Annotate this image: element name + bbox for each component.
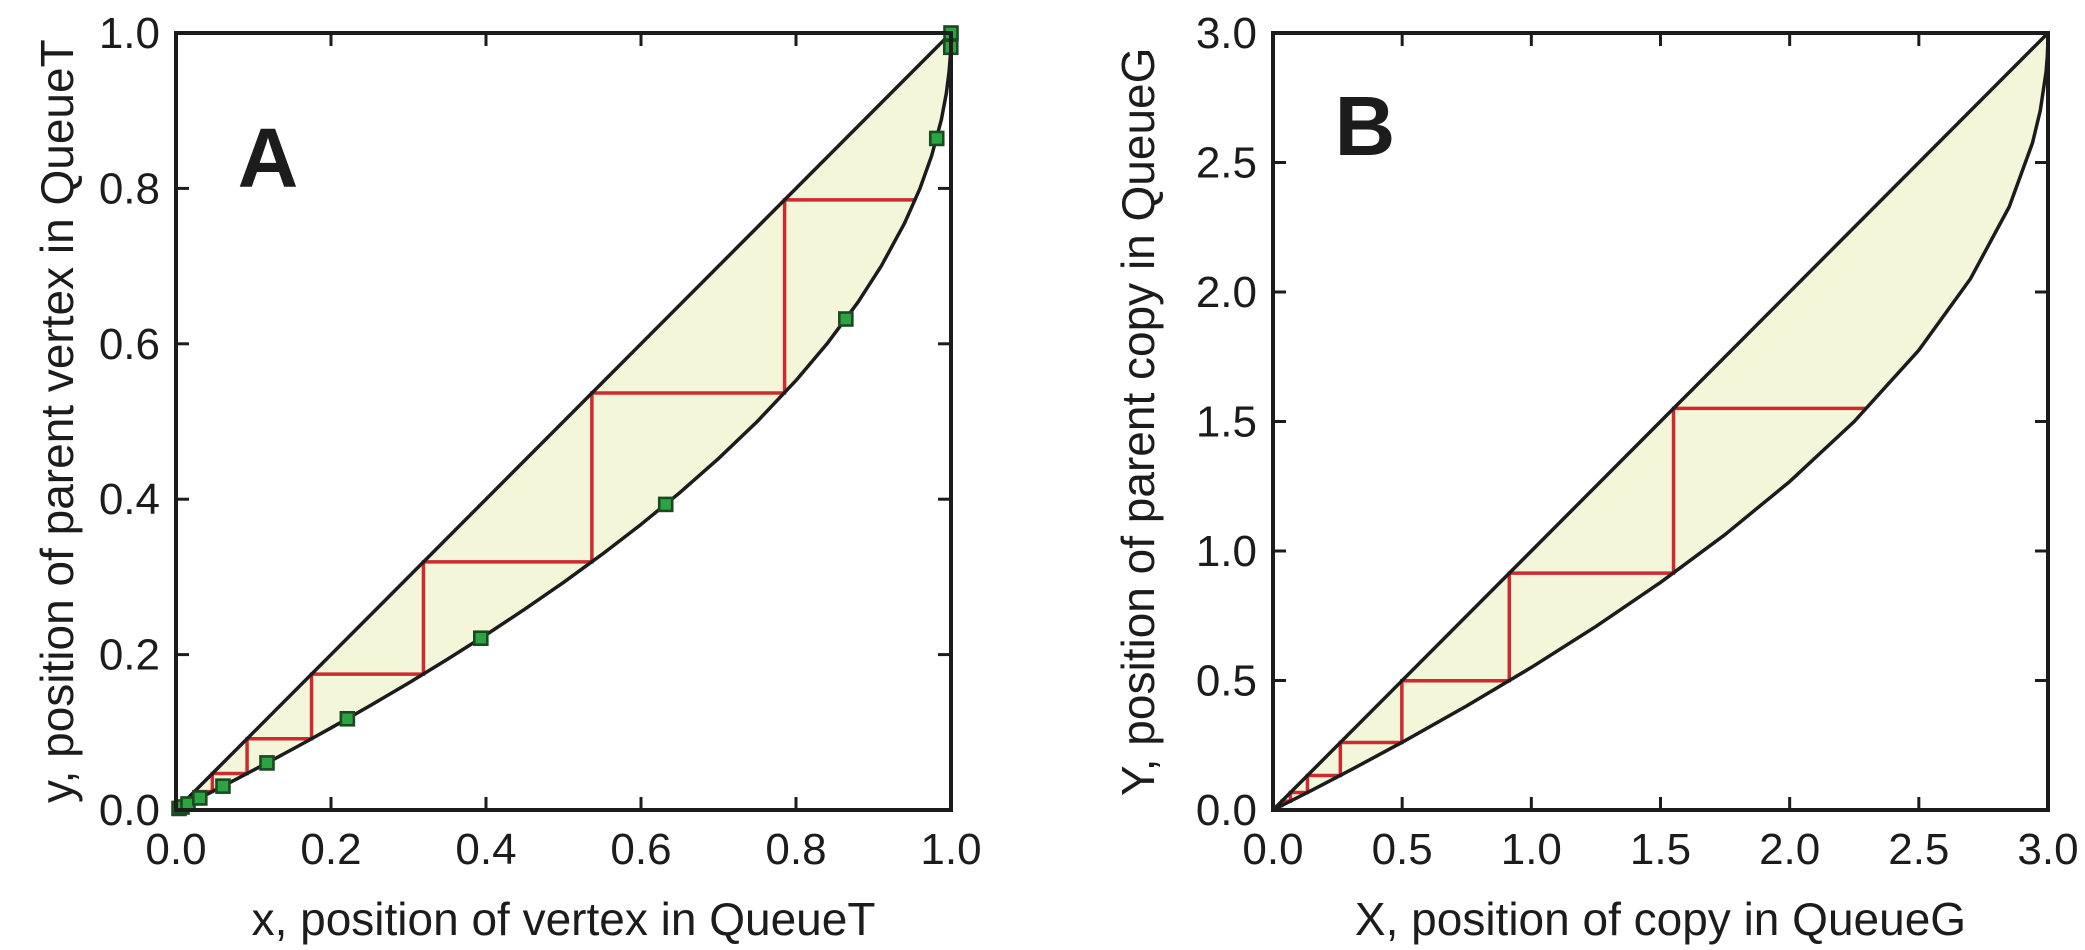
x-tick-label: 2.0 (1759, 825, 1820, 874)
x-tick-label: 0.4 (455, 825, 516, 874)
x-tick-label: 2.5 (1888, 825, 1949, 874)
plot-frame (1271, 31, 2050, 812)
panel-b-x-axis-title: X, position of copy in QueueG (1354, 893, 1967, 945)
x-tick-label: 1.0 (920, 825, 981, 874)
vertex-parent-marker (473, 630, 489, 647)
panel-a-y-axis-title: y, position of parent vertex in QueueT (31, 39, 83, 804)
y-tick-label: 1.5 (1196, 398, 1257, 447)
x-tick-label: 1.0 (1501, 825, 1562, 874)
parent-position-curve (1272, 32, 2050, 812)
y-tick-label: 3.0 (1196, 9, 1257, 58)
panel-a-x-axis-title: x, position of vertex in QueueT (251, 893, 876, 945)
vertex-parent-marker (259, 755, 275, 771)
y-tick-label: 0.5 (1196, 657, 1257, 706)
panel-a: 0.0 0.2 0.4 0.6 0.8 1.0 0.0 0.2 0.4 0.6 0.8 1.0 A x… (31, 9, 982, 945)
vertex-parent-marker (838, 311, 854, 327)
x-tick-label: 0.6 (610, 825, 671, 874)
y-tick-label: 0.0 (99, 786, 160, 835)
y-tick-label: 0.8 (99, 164, 160, 213)
y-tick-label: 0.0 (1196, 786, 1257, 835)
y-tick-label: 2.0 (1196, 268, 1257, 317)
y-tick-label: 0.6 (99, 320, 160, 369)
x-tick-label: 0.2 (300, 825, 361, 874)
identity-line (174, 31, 953, 812)
vertex-parent-marker (657, 496, 674, 513)
vertex-parent-marker (191, 790, 208, 806)
panel-b-y-axis-title: Y, position of parent copy in QueueG (1112, 47, 1164, 796)
panel-b-plot: 0.0 0.5 1.0 1.5 2.0 2.5 3.0 0.0 0.5 1.0 1.5 2.0 2.5 3… (1196, 9, 2079, 874)
panel-b-letter: B (1334, 78, 1396, 173)
vertex-parent-marker (215, 778, 231, 794)
y-tick-label: 1.0 (1196, 527, 1257, 576)
iteration-staircase (1277, 406, 1868, 808)
y-tick-label: 1.0 (99, 9, 160, 58)
panel-b: 0.0 0.5 1.0 1.5 2.0 2.5 3.0 0.0 0.5 1.0 1.5 2.0 2.5 3… (1045, 0, 2085, 950)
identity-line (1271, 31, 2050, 812)
x-tick-label: 3.0 (2017, 825, 2078, 874)
panel-a-letter: A (237, 110, 299, 205)
parent-position-curve (175, 32, 953, 812)
plot-frame (174, 31, 953, 812)
x-tick-label: 0.5 (1372, 825, 1433, 874)
x-tick-label: 0.0 (145, 825, 206, 874)
y-tick-label: 0.2 (99, 631, 160, 680)
panel-a-plot: 0.0 0.2 0.4 0.6 0.8 1.0 0.0 0.2 0.4 0.6 0.8 1.0 (99, 9, 982, 874)
x-tick-label: 1.5 (1630, 825, 1691, 874)
x-tick-label: 0.8 (765, 825, 826, 874)
vertex-parent-marker (339, 710, 356, 727)
x-tick-label: 0.0 (1242, 825, 1303, 874)
vertex-parent-marker (928, 130, 945, 147)
y-tick-label: 2.5 (1196, 139, 1257, 188)
y-tick-label: 0.4 (99, 475, 160, 524)
